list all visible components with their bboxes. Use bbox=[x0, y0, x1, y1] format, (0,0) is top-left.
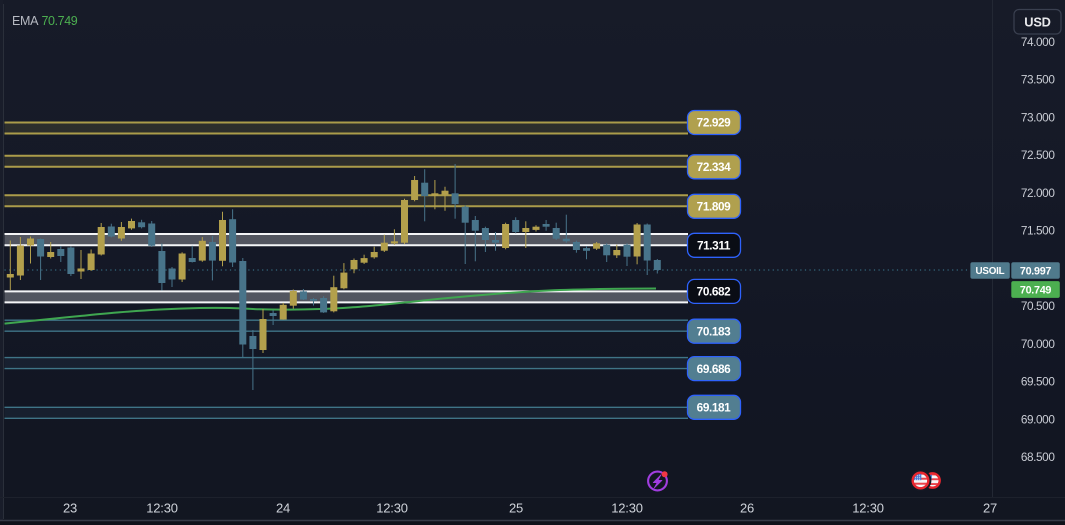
svg-text:68.500: 68.500 bbox=[1021, 450, 1056, 464]
svg-text:USOIL: USOIL bbox=[976, 266, 1005, 277]
svg-text:71.500: 71.500 bbox=[1021, 224, 1056, 238]
svg-text:72.334: 72.334 bbox=[697, 160, 732, 174]
svg-text:12:30: 12:30 bbox=[611, 501, 643, 516]
svg-text:25: 25 bbox=[509, 501, 523, 516]
svg-text:24: 24 bbox=[276, 501, 290, 516]
svg-text:70.997: 70.997 bbox=[1020, 266, 1052, 278]
svg-text:EMA: EMA bbox=[12, 14, 39, 28]
svg-text:71.311: 71.311 bbox=[697, 239, 731, 253]
svg-text:USD: USD bbox=[1024, 15, 1050, 30]
svg-text:73.000: 73.000 bbox=[1021, 110, 1056, 124]
svg-text:74.000: 74.000 bbox=[1021, 35, 1056, 49]
svg-text:69.000: 69.000 bbox=[1021, 412, 1056, 426]
svg-text:70.000: 70.000 bbox=[1021, 337, 1056, 351]
svg-text:12:30: 12:30 bbox=[852, 501, 884, 516]
svg-text:70.749: 70.749 bbox=[42, 14, 78, 28]
svg-text:69.500: 69.500 bbox=[1021, 375, 1056, 389]
svg-text:69.686: 69.686 bbox=[697, 362, 732, 376]
svg-text:27: 27 bbox=[983, 501, 997, 516]
svg-text:70.749: 70.749 bbox=[1020, 285, 1052, 297]
svg-text:12:30: 12:30 bbox=[376, 501, 408, 516]
svg-text:70.183: 70.183 bbox=[697, 324, 732, 338]
svg-text:71.809: 71.809 bbox=[697, 200, 732, 214]
svg-text:69.181: 69.181 bbox=[697, 401, 732, 415]
svg-text:70.682: 70.682 bbox=[697, 285, 732, 299]
svg-text:73.500: 73.500 bbox=[1021, 73, 1056, 87]
svg-text:12:30: 12:30 bbox=[146, 501, 178, 516]
svg-text:70.500: 70.500 bbox=[1021, 299, 1056, 313]
svg-text:23: 23 bbox=[63, 501, 77, 516]
svg-text:72.000: 72.000 bbox=[1021, 186, 1056, 200]
svg-text:72.500: 72.500 bbox=[1021, 148, 1056, 162]
svg-text:72.929: 72.929 bbox=[697, 116, 732, 130]
svg-text:26: 26 bbox=[740, 501, 754, 516]
